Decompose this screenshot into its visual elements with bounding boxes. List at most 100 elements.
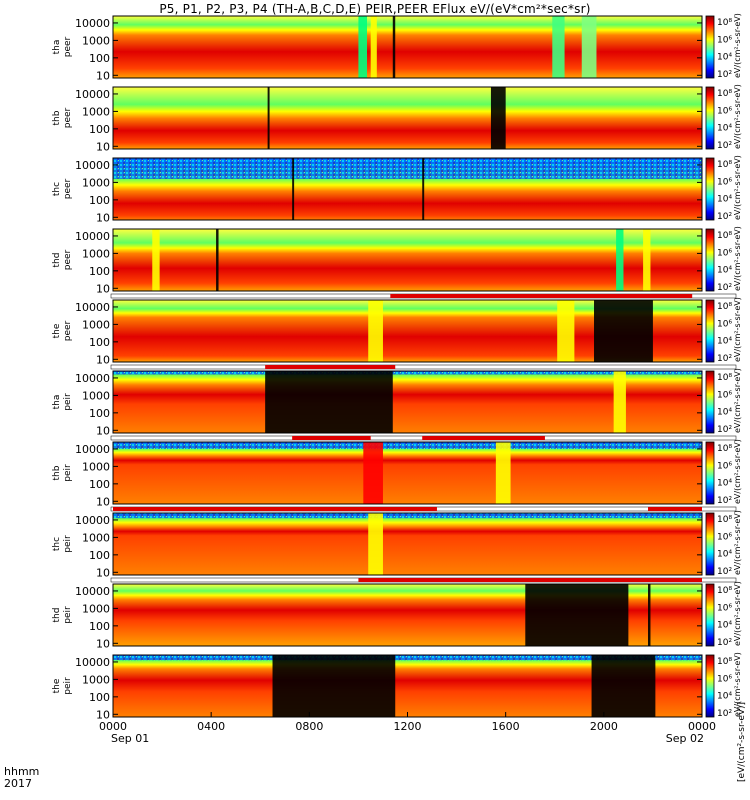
colorbar [705, 654, 715, 718]
x-tick-label: 1600 [492, 720, 520, 733]
spectrogram-feature [422, 158, 425, 220]
y-tick-label: 10 [96, 140, 110, 153]
colorbar-tick-label: 10⁸ [717, 373, 732, 383]
x-tick-label: 2000 [590, 720, 618, 733]
colorbar-tick-label: 10⁸ [717, 89, 732, 99]
flag-bar [292, 436, 371, 440]
panel-frame [112, 15, 703, 79]
y-tick-label: 100 [89, 478, 110, 491]
spectrogram-image [113, 229, 702, 291]
colorbar-unit: eV/(cm²-s-sr-eV) [733, 13, 742, 78]
panel-frame [112, 86, 703, 150]
colorbar-tick-label: 10⁴ [717, 408, 732, 418]
colorbar-unit: eV/(cm²-s-sr-eV) [733, 84, 742, 149]
colorbar-tick-label: 10⁴ [717, 550, 732, 560]
y-tick-label: 10000 [75, 656, 110, 669]
x-tick-label: 0800 [295, 720, 323, 733]
colorbar-tick-label: 10² [717, 212, 732, 222]
y-axis-label-probe: tha [52, 40, 62, 55]
colorbar [705, 370, 715, 434]
panel-frame [112, 441, 703, 505]
colorbar-tick-label: 10⁶ [717, 461, 732, 471]
y-tick-label: 1000 [82, 318, 110, 331]
spectrogram-feature [490, 87, 506, 149]
y-tick-label: 10000 [75, 301, 110, 314]
y-tick-label: 1000 [82, 247, 110, 260]
spectrogram-feature [648, 584, 651, 646]
noise-region [113, 158, 702, 179]
panel-tha-peir: 10000 1000 100 10 tha peir 10⁸ 10⁶ 10⁴ 10² eV/(cm²… [52, 364, 742, 437]
spectrogram-image [113, 87, 702, 149]
colorbar-tick-label: 10⁴ [717, 266, 732, 276]
y-tick-label: 10 [96, 495, 110, 508]
y-tick-label: 1000 [82, 176, 110, 189]
flag-strip [110, 364, 737, 370]
y-tick-label: 100 [89, 123, 110, 136]
spectrogram-feature [265, 371, 393, 433]
panel-thd-peer: 10000 1000 100 10 thd peer 10⁸ 10⁶ 10⁴ 10² eV/(cm²… [52, 226, 742, 295]
colorbar [705, 86, 715, 150]
y-tick-label: 100 [89, 620, 110, 633]
y-tick-label: 10 [96, 637, 110, 650]
colorbar-tick-label: 10⁴ [717, 692, 732, 702]
colorbar-unit: eV/(cm²-s-sr-eV) [733, 510, 742, 575]
y-axis-label-probe: thc [52, 182, 62, 196]
colorbar-tick-label: 10⁸ [717, 18, 732, 28]
flag-bar [358, 578, 702, 582]
y-tick-label: 1000 [82, 460, 110, 473]
spectrogram-feature [495, 442, 511, 504]
y-tick-label: 100 [89, 549, 110, 562]
flag-bar [422, 436, 545, 440]
colorbar-tick-label: 10⁶ [717, 248, 732, 258]
flag-bar [113, 507, 437, 511]
spectrogram-feature [525, 584, 629, 646]
spectrogram-image [113, 442, 702, 504]
spectrogram-feature [363, 442, 383, 504]
colorbar-tick-label: 10² [717, 283, 732, 293]
colorbar-tick-label: 10⁶ [717, 106, 732, 116]
y-axis-label-species: peir [63, 606, 73, 624]
y-axis-label-species: peir [63, 464, 73, 482]
colorbar [705, 512, 715, 576]
x-tick-label: 0000 [99, 720, 127, 733]
colorbar-unit: eV/(cm²-s-sr-eV) [733, 226, 742, 291]
y-tick-label: 10000 [75, 585, 110, 598]
y-axis-label-probe: thb [52, 110, 62, 125]
panel-frame [112, 157, 703, 221]
x-axis: hhmm 2017 0000 0400 0800 1200 1600 2000 0000Se… [4, 712, 716, 790]
x-tick-label: 0000 [688, 720, 716, 733]
y-axis-label-probe: thd [52, 253, 62, 268]
y-tick-label: 100 [89, 691, 110, 704]
colorbar-tick-label: 10⁶ [717, 603, 732, 613]
y-tick-label: 10000 [75, 159, 110, 172]
y-tick-label: 1000 [82, 389, 110, 402]
spectrogram-feature [591, 655, 656, 717]
y-axis-label-species: peer [63, 249, 73, 270]
y-axis-label-probe: the [52, 323, 62, 338]
y-axis-label-species: peir [63, 535, 73, 553]
y-tick-label: 10000 [75, 88, 110, 101]
noise-region [113, 371, 702, 375]
chart-title: P5, P1, P2, P3, P4 (TH-A,B,C,D,E) PEIR,P… [159, 2, 591, 16]
colorbar [705, 157, 715, 221]
y-tick-label: 100 [89, 407, 110, 420]
spectrogram-image [113, 16, 702, 78]
y-axis-label-species: peer [63, 36, 73, 57]
colorbar-tick-label: 10⁸ [717, 657, 732, 667]
colorbar [705, 228, 715, 292]
colorbar-tick-label: 10² [717, 709, 732, 719]
colorbar-tick-label: 10⁶ [717, 177, 732, 187]
colorbar-tick-label: 10⁴ [717, 195, 732, 205]
colorbar-tick-label: 10⁸ [717, 160, 732, 170]
colorbar-tick-label: 10² [717, 425, 732, 435]
y-axis-label-probe: thd [52, 608, 62, 623]
spectrogram-feature [272, 655, 396, 717]
panel-frame [112, 512, 703, 576]
colorbar-tick-label: 10⁴ [717, 124, 732, 134]
colorbar-tick-label: 10⁶ [717, 532, 732, 542]
colorbar [705, 583, 715, 647]
y-tick-label: 10 [96, 282, 110, 295]
colorbar-tick-label: 10⁶ [717, 674, 732, 684]
y-axis-label-probe: tha [52, 395, 62, 410]
